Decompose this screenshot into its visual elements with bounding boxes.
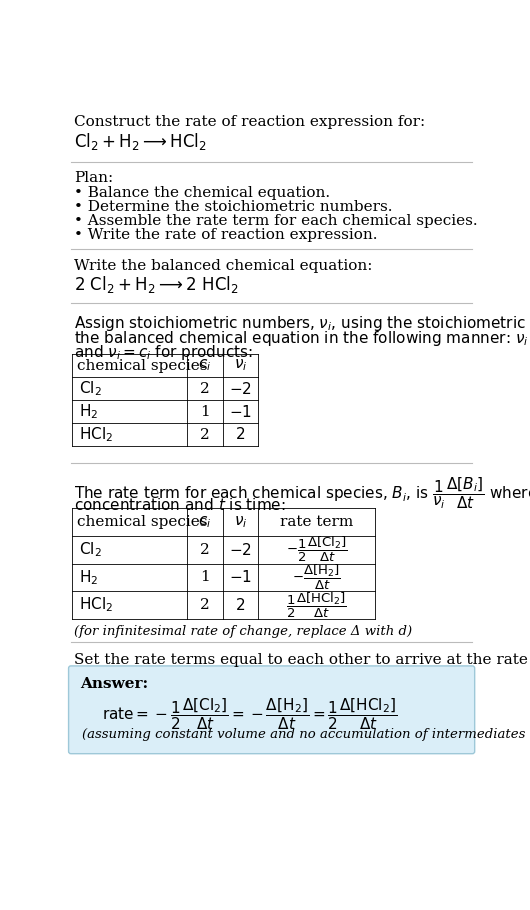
- Text: Assign stoichiometric numbers, $\nu_i$, using the stoichiometric coefficients, $: Assign stoichiometric numbers, $\nu_i$, …: [74, 314, 530, 333]
- Text: (assuming constant volume and no accumulation of intermediates or side products): (assuming constant volume and no accumul…: [82, 728, 530, 742]
- Text: $\mathrm{rate} = -\dfrac{1}{2}\dfrac{\Delta[\mathrm{Cl_2}]}{\Delta t} = -\dfrac{: $\mathrm{rate} = -\dfrac{1}{2}\dfrac{\De…: [102, 696, 398, 732]
- Text: 1: 1: [200, 571, 210, 584]
- Text: $\mathrm{HCl_2}$: $\mathrm{HCl_2}$: [78, 426, 113, 444]
- Text: 2: 2: [200, 598, 210, 612]
- Text: $-\dfrac{1}{2}\dfrac{\Delta[\mathrm{Cl_2}]}{\Delta t}$: $-\dfrac{1}{2}\dfrac{\Delta[\mathrm{Cl_2…: [286, 535, 348, 564]
- Text: 2: 2: [200, 542, 210, 557]
- Text: $-\dfrac{\Delta[\mathrm{H_2}]}{\Delta t}$: $-\dfrac{\Delta[\mathrm{H_2}]}{\Delta t}…: [292, 562, 341, 592]
- Text: $c_i$: $c_i$: [198, 514, 211, 530]
- Text: $\mathrm{Cl_2}$: $\mathrm{Cl_2}$: [78, 541, 101, 559]
- Text: chemical species: chemical species: [77, 515, 208, 529]
- Text: the balanced chemical equation in the following manner: $\nu_i = -c_i$ for react: the balanced chemical equation in the fo…: [74, 329, 530, 348]
- Text: and $\nu_i = c_i$ for products:: and $\nu_i = c_i$ for products:: [74, 343, 253, 362]
- Text: The rate term for each chemical species, $B_i$, is $\dfrac{1}{\nu_i}\dfrac{\Delt: The rate term for each chemical species,…: [74, 476, 530, 511]
- Text: $\mathrm{H_2}$: $\mathrm{H_2}$: [78, 568, 98, 587]
- Text: • Write the rate of reaction expression.: • Write the rate of reaction expression.: [74, 228, 377, 242]
- Text: rate term: rate term: [280, 515, 353, 529]
- Text: • Assemble the rate term for each chemical species.: • Assemble the rate term for each chemic…: [74, 214, 478, 228]
- FancyBboxPatch shape: [68, 666, 475, 753]
- Text: $\mathrm{2\ Cl_2 + H_2 \longrightarrow 2\ HCl_2}$: $\mathrm{2\ Cl_2 + H_2 \longrightarrow 2…: [74, 274, 238, 295]
- Text: $\mathrm{H_2}$: $\mathrm{H_2}$: [78, 402, 98, 421]
- Text: concentration and $t$ is time:: concentration and $t$ is time:: [74, 497, 286, 513]
- Text: $\mathrm{Cl_2}$: $\mathrm{Cl_2}$: [78, 379, 101, 398]
- Text: Construct the rate of reaction expression for:: Construct the rate of reaction expressio…: [74, 116, 425, 129]
- Text: $\dfrac{1}{2}\dfrac{\Delta[\mathrm{HCl_2}]}{\Delta t}$: $\dfrac{1}{2}\dfrac{\Delta[\mathrm{HCl_2…: [286, 591, 347, 620]
- Text: 2: 2: [236, 598, 245, 612]
- Text: $-2$: $-2$: [229, 380, 252, 397]
- Text: • Determine the stoichiometric numbers.: • Determine the stoichiometric numbers.: [74, 200, 393, 214]
- Text: $c_i$: $c_i$: [198, 358, 211, 373]
- Text: $-2$: $-2$: [229, 541, 252, 558]
- Text: $\mathrm{HCl_2}$: $\mathrm{HCl_2}$: [78, 596, 113, 614]
- Text: 2: 2: [236, 428, 245, 442]
- Text: Answer:: Answer:: [80, 677, 148, 692]
- Text: (for infinitesimal rate of change, replace Δ with d): (for infinitesimal rate of change, repla…: [74, 625, 412, 638]
- Text: 2: 2: [200, 381, 210, 396]
- Text: Write the balanced chemical equation:: Write the balanced chemical equation:: [74, 258, 373, 273]
- Text: • Balance the chemical equation.: • Balance the chemical equation.: [74, 187, 330, 200]
- Text: Set the rate terms equal to each other to arrive at the rate expression:: Set the rate terms equal to each other t…: [74, 652, 530, 667]
- Text: $\nu_i$: $\nu_i$: [234, 358, 248, 373]
- Text: 2: 2: [200, 428, 210, 442]
- Text: chemical species: chemical species: [77, 359, 208, 372]
- Text: $\mathrm{Cl_2 + H_2 \longrightarrow HCl_2}$: $\mathrm{Cl_2 + H_2 \longrightarrow HCl_…: [74, 131, 207, 152]
- Text: $-1$: $-1$: [229, 570, 252, 585]
- Text: Plan:: Plan:: [74, 171, 113, 185]
- Text: $\nu_i$: $\nu_i$: [234, 514, 248, 530]
- Text: $-1$: $-1$: [229, 404, 252, 420]
- Text: 1: 1: [200, 405, 210, 419]
